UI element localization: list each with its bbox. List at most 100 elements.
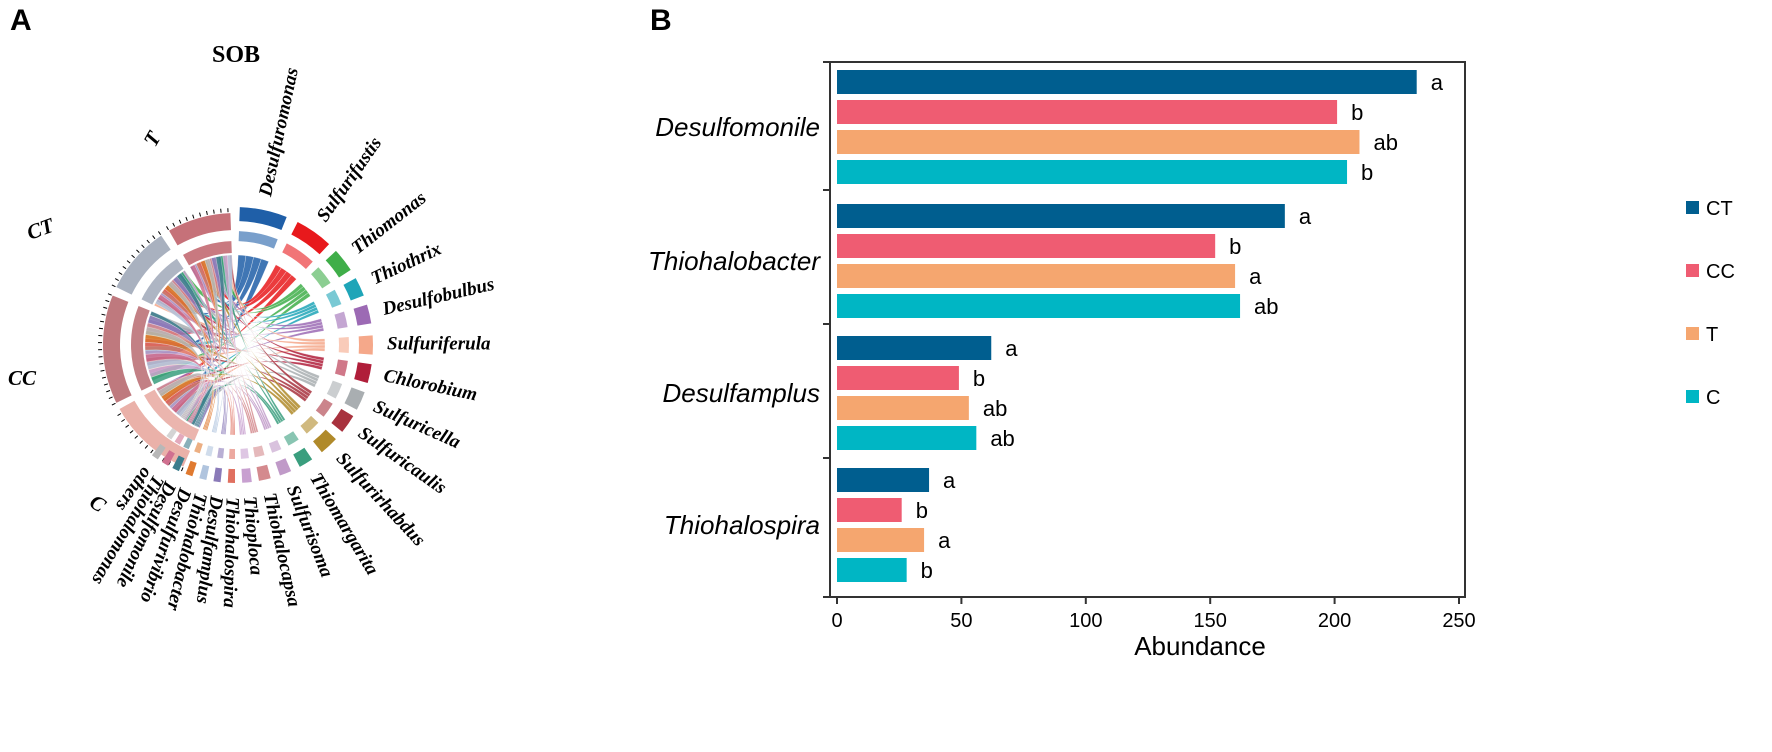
significance-letter: a <box>1431 70 1444 95</box>
group-tick <box>134 435 139 439</box>
group-tick <box>192 214 195 219</box>
group-tick <box>136 249 140 253</box>
group-tick <box>206 210 208 216</box>
bar-c-desulfomonile <box>837 160 1348 184</box>
group-tick <box>122 266 127 270</box>
significance-letter: ab <box>1254 294 1278 319</box>
genus-inner-arc <box>282 243 313 269</box>
group-tick <box>99 320 105 323</box>
legend-swatch-c <box>1686 390 1699 403</box>
genus-arc <box>358 335 373 355</box>
group-tick <box>111 284 116 288</box>
group-tick <box>117 413 122 416</box>
group-tick <box>105 299 110 303</box>
x-tick-label: 50 <box>950 610 972 632</box>
significance-letter: b <box>921 558 933 583</box>
genus-label: Sulfuriferula <box>387 333 491 354</box>
bar-t-thiohalospira <box>837 528 925 552</box>
significance-letter: ab <box>1373 130 1397 155</box>
group-tick <box>157 231 162 236</box>
x-tick-label: 100 <box>1069 610 1102 632</box>
genus-inner-arc <box>174 433 185 445</box>
bar-ct-thiohalospira <box>837 468 930 492</box>
chord-ribbon <box>157 373 205 418</box>
bar-t-desulfomonile <box>837 130 1360 154</box>
bar-ct-thiohalobacter <box>837 204 1285 228</box>
bar-c-thiohalospira <box>837 558 907 582</box>
genus-inner-arc <box>238 231 278 249</box>
category-labels: Desulfomonile Thiohalobacter Desulfamplus T… <box>648 112 821 540</box>
bar-ct-desulfomonile <box>837 70 1417 94</box>
group-tick <box>103 383 108 386</box>
genus-inner-arc <box>300 415 319 434</box>
genus-inner-arc <box>325 289 342 308</box>
group-tick <box>101 313 106 316</box>
category-label: Desulfamplus <box>662 378 820 408</box>
x-tick-label: 150 <box>1194 610 1227 632</box>
category-label: Desulfomonile <box>655 112 820 142</box>
genus-inner-arc <box>334 359 348 377</box>
group-tick <box>144 445 149 449</box>
group-inner-arc-t <box>183 241 232 266</box>
significance-letter: a <box>938 528 951 553</box>
group-tick <box>146 239 150 244</box>
group-arc-t <box>169 213 231 246</box>
y-axis-ticks <box>823 61 830 598</box>
genus-arc <box>256 464 271 481</box>
chord-title: SOB <box>212 42 260 68</box>
chord-labels: Desulfuromonas SulfurifustisThiomonasThio… <box>8 66 496 613</box>
genus-arc <box>227 468 235 483</box>
genus-arc <box>325 250 351 278</box>
category-label: Thiohalospira <box>664 510 820 540</box>
x-tick-label: 200 <box>1318 610 1351 632</box>
bar-cc-thiohalospira <box>837 498 902 522</box>
group-tick <box>139 440 143 444</box>
bar-c-thiohalobacter <box>837 294 1241 318</box>
bar-cc-desulfamplus <box>837 366 959 390</box>
significance-letter: a <box>1005 336 1018 361</box>
panel-b-label: B <box>650 4 672 37</box>
group-inner-arc-ct <box>141 258 184 305</box>
group-tick <box>103 306 108 309</box>
group-tick <box>181 467 184 472</box>
x-tick-label: 250 <box>1442 610 1475 632</box>
genus-inner-arc <box>217 447 225 459</box>
genus-inner-arc <box>268 440 282 453</box>
legend-swatch-ct <box>1686 201 1699 214</box>
genus-arc <box>213 467 223 483</box>
group-arc-cc <box>102 295 132 403</box>
x-tick-label: 0 <box>831 610 842 632</box>
significance-letter: b <box>1361 160 1373 185</box>
significance-letter: a <box>1249 264 1262 289</box>
group-tick <box>131 254 135 259</box>
group-tick <box>107 293 112 296</box>
group-tick <box>99 363 104 365</box>
group-arc-ct <box>116 235 171 295</box>
genus-inner-arc <box>283 431 299 446</box>
significance-letter: ab <box>983 396 1007 421</box>
group-tick <box>168 461 171 466</box>
genus-inner-arc <box>311 267 331 289</box>
bar-chart: Desulfomonile Thiohalobacter Desulfamplus T… <box>648 61 1735 661</box>
group-inner-arc-cc <box>131 306 153 391</box>
genus-inner-arc <box>229 448 235 459</box>
genus-arc <box>241 468 252 483</box>
genus-arc <box>161 450 175 466</box>
genus-arc <box>343 278 364 301</box>
group-tick <box>126 260 131 264</box>
group-label-ct: CT <box>24 213 59 245</box>
genus-inner-arc <box>166 428 177 440</box>
group-tick <box>178 219 182 224</box>
group-tick <box>108 396 113 399</box>
legend-label: CC <box>1706 261 1735 283</box>
legend-label: CT <box>1706 198 1733 220</box>
group-tick <box>129 430 134 434</box>
genus-label: Desulfuromonas <box>255 66 303 199</box>
group-tick <box>125 424 130 428</box>
genus-arc <box>313 429 336 453</box>
group-tick <box>100 369 105 372</box>
group-arc-c <box>119 400 191 467</box>
genus-inner-arc <box>315 398 333 417</box>
genus-inner-arc <box>338 337 349 353</box>
genus-inner-arc <box>194 442 203 454</box>
